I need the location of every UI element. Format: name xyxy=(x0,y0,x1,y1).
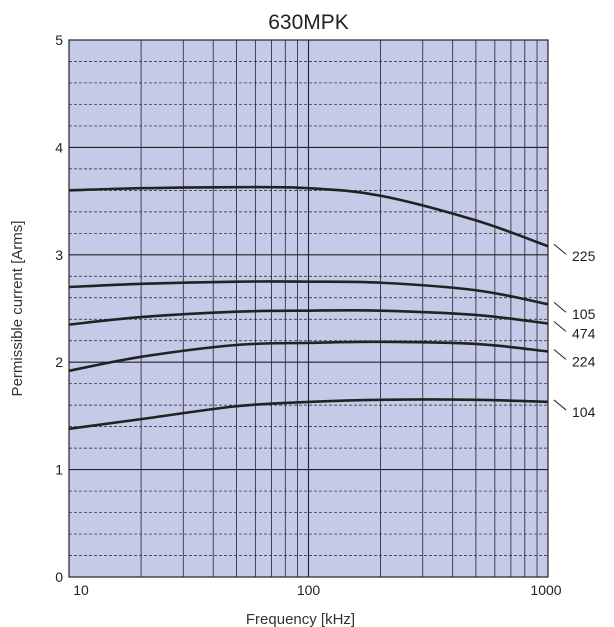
y-tick-label: 5 xyxy=(55,32,63,48)
x-tick-label: 100 xyxy=(297,582,321,598)
series-label-474: 474 xyxy=(572,326,596,342)
chart-title: 630MPK xyxy=(268,11,349,34)
y-tick-label: 4 xyxy=(55,139,63,155)
plot-area xyxy=(68,39,549,578)
series-line-225 xyxy=(68,185,549,248)
y-tick-label: 3 xyxy=(55,247,63,263)
x-tick-label: 1000 xyxy=(530,582,561,598)
x-tick-label: 10 xyxy=(73,582,89,598)
series-label-104: 104 xyxy=(572,404,596,420)
series-label-leader xyxy=(553,349,567,360)
series-label-224: 224 xyxy=(572,353,596,369)
series-line-104 xyxy=(68,398,549,431)
series-label-leader xyxy=(553,243,567,255)
gridlines xyxy=(69,40,548,577)
series-line-224 xyxy=(68,340,549,373)
x-tick-labels: 10 100 1000 xyxy=(73,582,562,598)
series-lines xyxy=(68,185,549,431)
y-axis-label: Permissible current [Arms] xyxy=(9,221,26,397)
series-label-leader xyxy=(553,301,567,313)
plot-frame xyxy=(68,39,549,578)
y-tick-label: 0 xyxy=(55,569,63,585)
series-labels: 225 105 474 224 104 xyxy=(553,243,596,420)
series-label-leader xyxy=(553,399,567,411)
series-line-474 xyxy=(68,308,549,326)
series-label-leader xyxy=(553,321,567,332)
series-label-105: 105 xyxy=(572,306,596,322)
y-tick-label: 1 xyxy=(55,462,63,478)
y-tick-label: 2 xyxy=(55,354,63,370)
y-tick-labels: 0 1 2 3 4 5 xyxy=(55,32,63,585)
series-label-225: 225 xyxy=(572,248,596,264)
x-axis-label: Frequency [kHz] xyxy=(246,611,355,627)
series-line-105 xyxy=(68,280,549,306)
